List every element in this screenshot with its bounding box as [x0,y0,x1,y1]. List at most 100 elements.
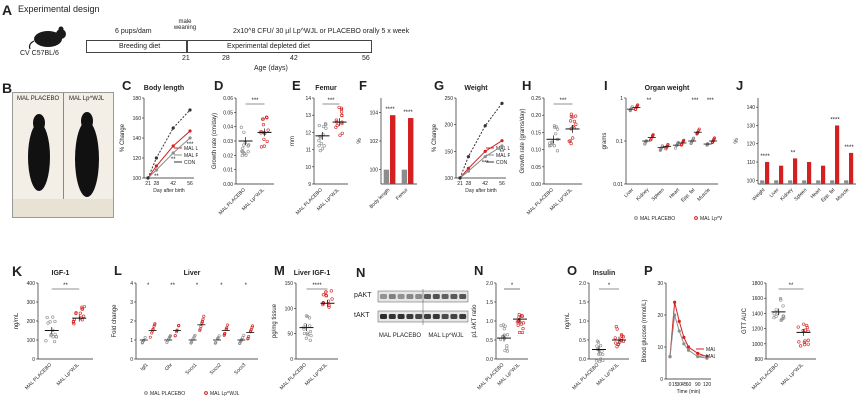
sig-mark: *** [251,98,259,104]
bar [383,169,390,184]
data-point [516,323,520,327]
dose-label: 2x10^8 CFU/ 30 µl Lp^WJL or PLACEBO oral… [233,28,410,35]
y-tick-label: 0.05 [223,110,233,116]
data-point [241,150,245,154]
y-axis-label: Growth rate (cm/day) [212,113,218,169]
chart-m: M Liver IGF-1 0 50 100 150 pg/mg tissue MAL PLA… [272,263,338,391]
data-point [339,107,344,112]
y-tick-label: 1.5 [579,300,586,306]
bar [802,180,807,184]
x-tick-label: MAL PLACEBO [751,362,780,391]
x-tick-label: Weight [751,187,767,203]
y-tick-label: 0.20 [531,113,541,119]
chart-title: Body length [144,85,184,92]
data-point [54,335,58,339]
data-point [569,112,573,116]
data-point [317,123,321,128]
sig-mark: ** [789,283,794,289]
data-point [309,333,313,338]
x-tick-label: Epp. fat [680,187,697,204]
y-tick-label: 200 [445,123,454,129]
data-point [329,289,333,293]
data-point [505,346,509,350]
data-point [337,105,341,110]
data-point [552,144,556,148]
chart-title: Femur [315,85,337,92]
panel-letter-a: A [2,2,13,18]
y-tick-label: 2 [130,319,133,325]
data-point [505,333,510,337]
data-point [317,144,321,148]
y-tick-label: 100 [27,338,36,344]
data-point [778,296,783,301]
data-point [171,151,175,155]
y-tick-label: 250 [445,96,454,102]
y-tick-label: 150 [445,149,454,155]
y-tick-label: 110 [747,160,755,166]
y-tick-label: 100 [285,306,294,312]
y-tick-label: 100 [133,176,142,182]
legend-swatch [144,391,148,395]
legend-label: MAL Lp^WJL [700,216,722,222]
x-tick-label: Kidney [779,187,794,202]
panel-letter-k: K [12,263,23,279]
data-point [148,335,152,339]
y-tick-label: 1.0 [579,319,586,325]
y-axis-label: pg/mg tissue [272,303,278,338]
y-tick-label: 140 [747,105,756,111]
data-point [806,338,810,342]
y-tick-label: 100 [370,168,379,174]
y-axis-label: % Change [120,123,126,152]
series-line [147,109,191,179]
blot-band [388,294,396,299]
y-tick-label: 300 [27,300,36,306]
y-tick-label: 2.0 [486,281,493,287]
bar [760,180,765,184]
x-tick-label: MAL PLACEBO [279,362,308,391]
data-point [599,357,603,361]
x-tick-label: Ghr [164,362,174,372]
y-axis-label: % [734,138,740,144]
x-tick-label: Spleen [793,187,808,202]
legend-label: MAL Lp^WJL [496,146,510,152]
data-point [82,314,86,318]
data-point [307,316,312,320]
data-point [691,137,695,141]
data-point [594,359,599,363]
data-point [322,144,326,148]
data-point [198,327,202,331]
legend-swatch [204,391,208,395]
data-point [466,166,470,170]
panel-letter-b: B [2,80,13,96]
blot-row-label: tAKT [354,312,370,319]
chart-title: Organ weight [645,85,690,92]
blot-group-label: MAL Lp^WJL [428,333,464,339]
data-point [177,324,181,328]
blot-band [424,294,431,299]
y-tick-label: 0.0 [486,357,493,363]
blot-band [415,314,423,319]
data-point [572,119,577,123]
bar [849,152,854,184]
blot-band [450,294,458,299]
x-tick-label: 28 [154,181,160,187]
data-point [802,322,806,326]
y-tick-label: 800 [755,357,764,363]
chart-title: Insulin [593,270,616,277]
panel-letter-n: N [356,265,365,280]
data-point [308,330,313,334]
y-tick-label: 400 [27,281,36,287]
x-tick-label: MAL PLACEBO [24,362,53,391]
y-tick-label: 0.1 [616,139,623,145]
y-tick-label: 1000 [752,342,763,348]
y-tick-label: 0.25 [531,96,541,102]
sig-mark: **** [312,283,322,289]
data-point [53,319,57,324]
data-point [806,342,810,346]
sig-mark: * [245,283,248,289]
data-point [202,314,206,318]
data-point [613,341,618,345]
data-point [304,336,309,340]
